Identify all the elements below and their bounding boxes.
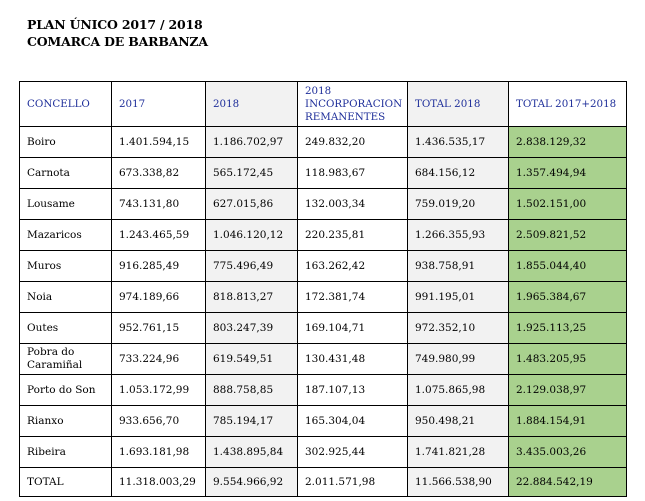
cell-total-2017-2018: 1.884.154,91	[508, 405, 627, 437]
cell-remanentes: 302.925,44	[297, 436, 408, 468]
header-cell-remanentes: 2018 INCORPORACION REMANENTES	[297, 81, 408, 127]
cell-remanentes: 172.381,74	[297, 281, 408, 313]
cell-total-2018: 1.436.535,17	[407, 126, 509, 158]
cell-concello: Lousame	[19, 188, 112, 220]
cell-2017: 1.693.181,98	[111, 436, 206, 468]
cell-total-2017-2018: 2.509.821,52	[508, 219, 627, 251]
table-row: Porto do Son 1.053.172,99 888.758,85 187.10…	[19, 374, 627, 406]
cell-2017: 933.656,70	[111, 405, 206, 437]
cell-concello: Noia	[19, 281, 112, 313]
cell-concello: Boiro	[19, 126, 112, 158]
cell-concello: Mazaricos	[19, 219, 112, 251]
cell-2018: 818.813,27	[205, 281, 298, 313]
cell-total-2017-2018: 2.129.038,97	[508, 374, 627, 406]
cell-total-2018: 11.566.538,90	[407, 467, 509, 497]
cell-2018: 627.015,86	[205, 188, 298, 220]
cell-concello: Muros	[19, 250, 112, 282]
cell-remanentes: 187.107,13	[297, 374, 408, 406]
cell-2017: 1.243.465,59	[111, 219, 206, 251]
cell-concello: Carnota	[19, 157, 112, 189]
cell-2018: 775.496,49	[205, 250, 298, 282]
cell-remanentes: 163.262,42	[297, 250, 408, 282]
cell-concello: TOTAL	[19, 467, 112, 497]
cell-concello: Pobra do Caramiñal	[19, 343, 112, 375]
cell-total-2018: 1.075.865,98	[407, 374, 509, 406]
cell-total-2017-2018: 1.925.113,25	[508, 312, 627, 344]
cell-total-2018: 1.266.355,93	[407, 219, 509, 251]
cell-remanentes: 132.003,34	[297, 188, 408, 220]
cell-2017: 974.189,66	[111, 281, 206, 313]
cell-2017: 1.053.172,99	[111, 374, 206, 406]
cell-concello: Outes	[19, 312, 112, 344]
cell-total-2017-2018: 1.502.151,00	[508, 188, 627, 220]
header-cell-concello: CONCELLO	[19, 81, 112, 127]
table-row: Rianxo 933.656,70 785.194,17 165.304,04 950.…	[19, 405, 627, 437]
header-row: CONCELLO 2017 2018 2018 INCORPORACION RE…	[19, 81, 627, 127]
cell-total-2017-2018: 22.884.542,19	[508, 467, 627, 497]
document-title: PLAN ÚNICO 2017 / 2018 COMARCA DE BARBAN…	[27, 16, 208, 50]
cell-total-2018: 759.019,20	[407, 188, 509, 220]
cell-concello: Rianxo	[19, 405, 112, 437]
table-row: Carnota 673.338,82 565.172,45 118.983,67 684…	[19, 157, 627, 189]
header-cell-total-2017-2018: TOTAL 2017+2018	[508, 81, 627, 127]
cell-remanentes: 130.431,48	[297, 343, 408, 375]
cell-2017: 673.338,82	[111, 157, 206, 189]
header-cell-total-2018: TOTAL 2018	[407, 81, 509, 127]
cell-2018: 9.554.966,92	[205, 467, 298, 497]
table-row: Boiro 1.401.594,15 1.186.702,97 249.832,20 1…	[19, 126, 627, 158]
cell-2017: 916.285,49	[111, 250, 206, 282]
table-row: Ribeira 1.693.181,98 1.438.895,84 302.925,4…	[19, 436, 627, 468]
cell-total-2017-2018: 1.855.044,40	[508, 250, 627, 282]
cell-remanentes: 2.011.571,98	[297, 467, 408, 497]
table-row: Noia 974.189,66 818.813,27 172.381,74 991.19…	[19, 281, 627, 313]
cell-total-2018: 991.195,01	[407, 281, 509, 313]
cell-remanentes: 118.983,67	[297, 157, 408, 189]
cell-total-2018: 1.741.821,28	[407, 436, 509, 468]
cell-total-2018: 684.156,12	[407, 157, 509, 189]
table-row: Outes 952.761,15 803.247,39 169.104,71 972.3…	[19, 312, 627, 344]
cell-remanentes: 249.832,20	[297, 126, 408, 158]
cell-2017: 11.318.003,29	[111, 467, 206, 497]
cell-remanentes: 169.104,71	[297, 312, 408, 344]
cell-2018: 565.172,45	[205, 157, 298, 189]
cell-2018: 1.046.120,12	[205, 219, 298, 251]
cell-2018: 803.247,39	[205, 312, 298, 344]
cell-2017: 1.401.594,15	[111, 126, 206, 158]
cell-total-2017-2018: 1.965.384,67	[508, 281, 627, 313]
table-body: Boiro 1.401.594,15 1.186.702,97 249.832,20 1…	[19, 126, 627, 497]
cell-2018: 785.194,17	[205, 405, 298, 437]
cell-2018: 619.549,51	[205, 343, 298, 375]
budget-table: CONCELLO 2017 2018 2018 INCORPORACION RE…	[19, 81, 627, 497]
cell-total-2017-2018: 1.357.494,94	[508, 157, 627, 189]
cell-concello: Ribeira	[19, 436, 112, 468]
table-row: Mazaricos 1.243.465,59 1.046.120,12 220.235…	[19, 219, 627, 251]
header-cell-2017: 2017	[111, 81, 206, 127]
table-row: Muros 916.285,49 775.496,49 163.262,42 938.7…	[19, 250, 627, 282]
cell-total-2018: 938.758,91	[407, 250, 509, 282]
cell-concello: Porto do Son	[19, 374, 112, 406]
title-line-1: PLAN ÚNICO 2017 / 2018	[27, 17, 203, 32]
cell-total-2018: 950.498,21	[407, 405, 509, 437]
header-cell-2018: 2018	[205, 81, 298, 127]
cell-2017: 733.224,96	[111, 343, 206, 375]
cell-total-2018: 749.980,99	[407, 343, 509, 375]
table-row: Lousame 743.131,80 627.015,86 132.003,34 759…	[19, 188, 627, 220]
title-line-2: COMARCA DE BARBANZA	[27, 34, 208, 49]
cell-total-2017-2018: 2.838.129,32	[508, 126, 627, 158]
cell-2018: 1.186.702,97	[205, 126, 298, 158]
cell-2018: 888.758,85	[205, 374, 298, 406]
cell-2017: 952.761,15	[111, 312, 206, 344]
table-row: TOTAL 11.318.003,29 9.554.966,92 2.011.571,…	[19, 467, 627, 497]
cell-remanentes: 220.235,81	[297, 219, 408, 251]
cell-remanentes: 165.304,04	[297, 405, 408, 437]
cell-total-2018: 972.352,10	[407, 312, 509, 344]
cell-2018: 1.438.895,84	[205, 436, 298, 468]
cell-total-2017-2018: 1.483.205,95	[508, 343, 627, 375]
table-row: Pobra do Caramiñal 733.224,96 619.549,51 13…	[19, 343, 627, 375]
cell-2017: 743.131,80	[111, 188, 206, 220]
cell-total-2017-2018: 3.435.003,26	[508, 436, 627, 468]
